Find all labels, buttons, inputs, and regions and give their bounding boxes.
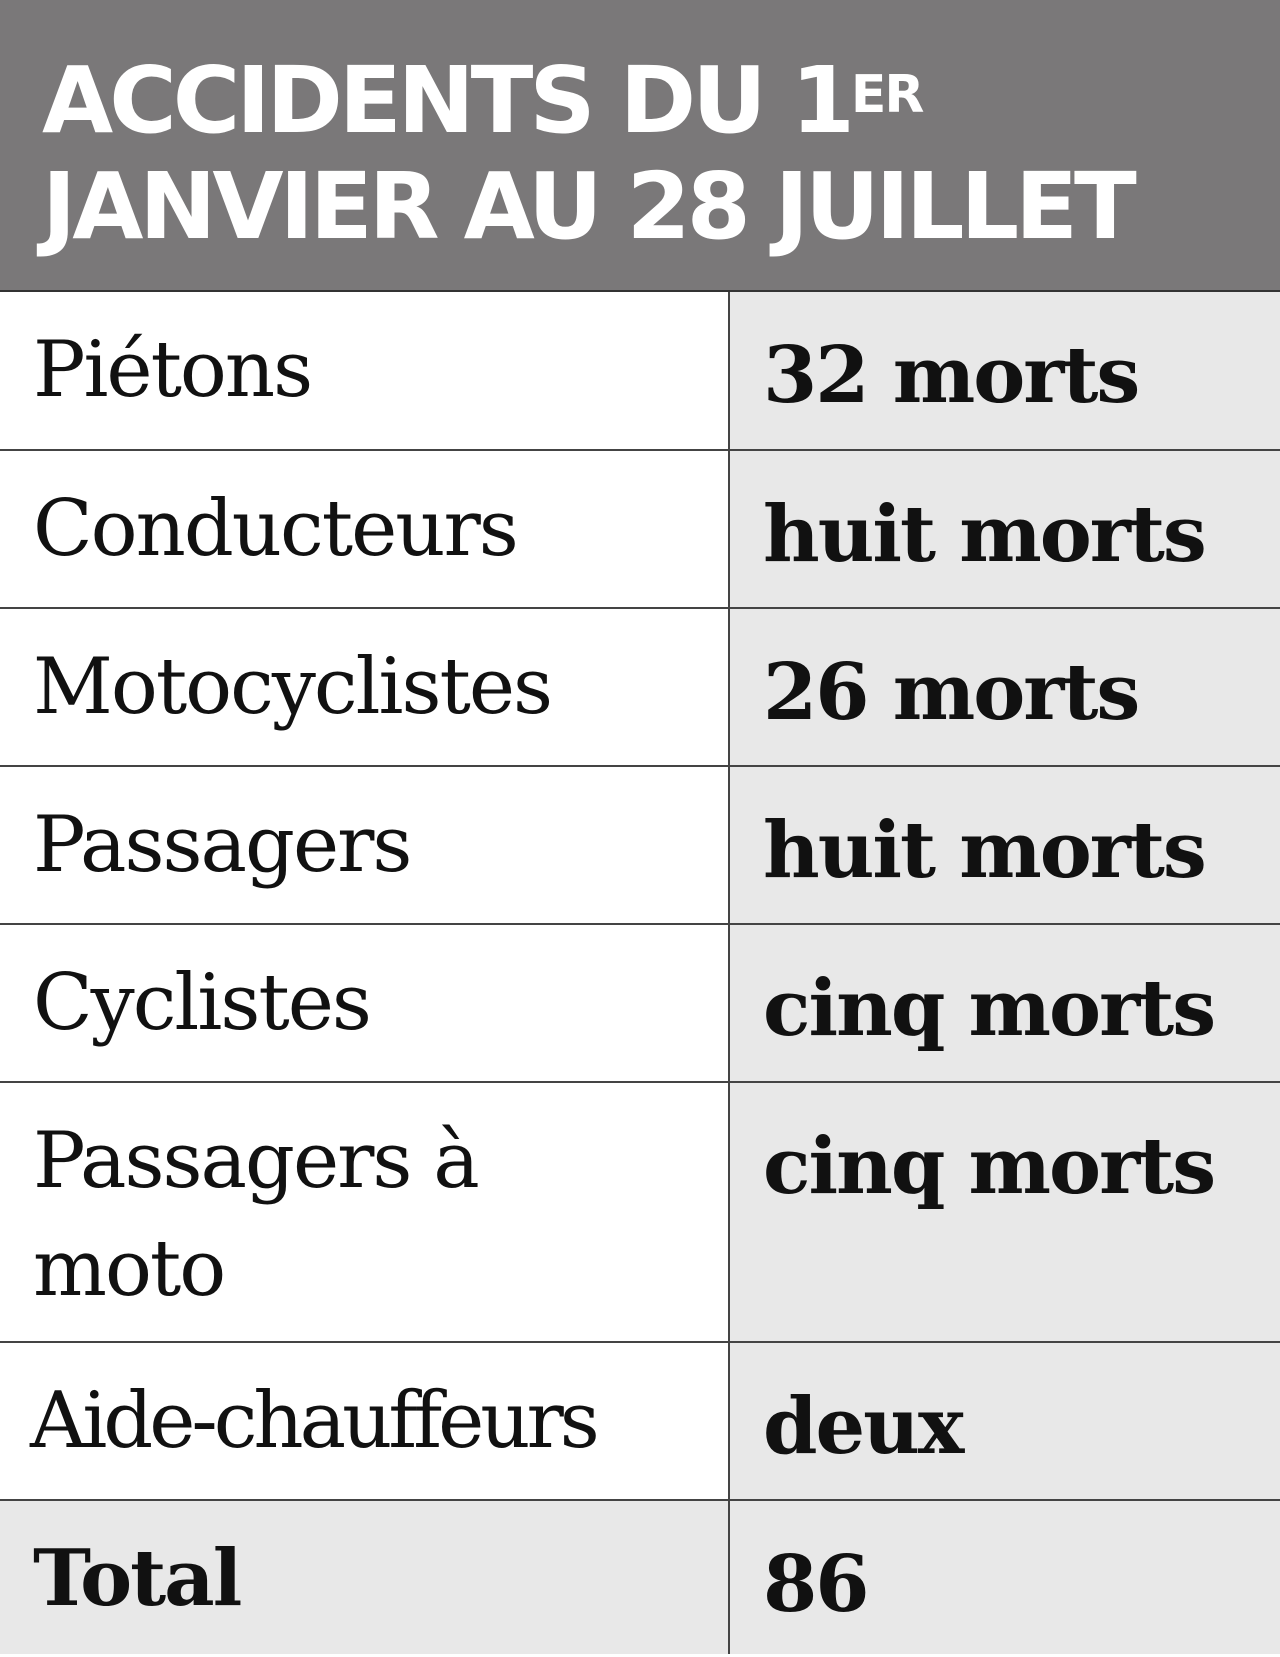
accidents-table: Piétons 32 morts Conducteurs huit morts …: [0, 292, 1280, 1654]
row-value: 26 morts: [729, 608, 1280, 767]
title-line-1: ACCIDENTS DU 1: [42, 47, 855, 154]
table-row: Conducteurs huit morts: [0, 450, 1280, 609]
table-row: Passagers huit morts: [0, 766, 1280, 925]
title-line-2: JANVIER AU 28 JUILLET: [42, 153, 1137, 260]
row-value: cinq morts: [729, 1082, 1280, 1343]
table-row: Piétons 32 morts: [0, 292, 1280, 451]
row-value: 32 morts: [729, 292, 1280, 451]
row-value: huit morts: [729, 450, 1280, 609]
table-row: Motocyclistes 26 morts: [0, 608, 1280, 767]
row-label: Passagers à moto: [0, 1082, 730, 1343]
row-value: deux: [729, 1342, 1280, 1501]
row-value: huit morts: [729, 766, 1280, 925]
row-label: Piétons: [0, 292, 730, 451]
row-label: Motocyclistes: [0, 608, 730, 767]
table-title: ACCIDENTS DU 1ER JANVIER AU 28 JUILLET: [42, 48, 1280, 260]
row-label: Aide-chauffeurs: [0, 1342, 730, 1501]
row-label: Conducteurs: [0, 450, 730, 609]
row-value: cinq morts: [729, 924, 1280, 1083]
total-label: Total: [0, 1500, 730, 1654]
row-label: Cyclistes: [0, 924, 730, 1083]
table-header: ACCIDENTS DU 1ER JANVIER AU 28 JUILLET: [0, 0, 1280, 292]
total-row: Total 86: [0, 1500, 1280, 1654]
table-row: Cyclistes cinq morts: [0, 924, 1280, 1083]
total-value: 86: [729, 1500, 1280, 1654]
row-label: Passagers: [0, 766, 730, 925]
table-row: Aide-chauffeurs deux: [0, 1342, 1280, 1501]
table-row: Passagers à moto cinq morts: [0, 1082, 1280, 1343]
title-superscript: ER: [850, 65, 925, 125]
